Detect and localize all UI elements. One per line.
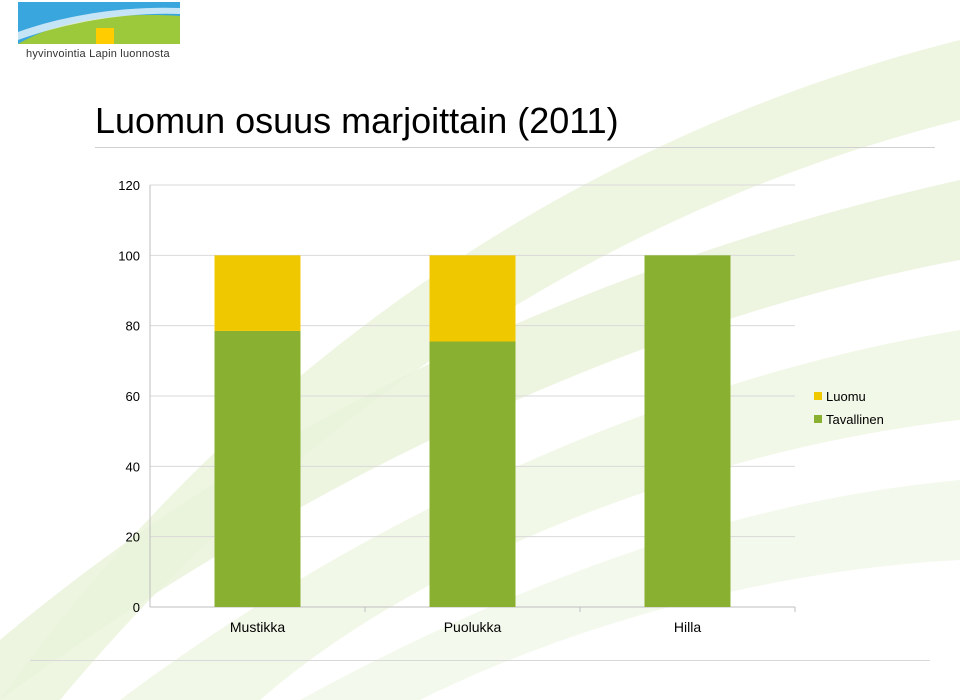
bars	[214, 255, 731, 608]
logo	[18, 2, 180, 44]
legend-swatch-luomu	[814, 392, 822, 400]
x-tick-label: Puolukka	[444, 619, 502, 635]
bar-luomu-mustikka	[214, 255, 301, 331]
x-tick-label: Mustikka	[230, 619, 285, 635]
bar-tavallinen-puolukka	[429, 341, 516, 607]
legend-label-tavallinen: Tavallinen	[826, 412, 884, 427]
bar-tavallinen-hilla	[644, 255, 731, 608]
y-tick-label: 60	[126, 389, 140, 404]
legend-swatch-tavallinen	[814, 415, 822, 423]
tick-labels: 0 20 40 60 80 100 120 Mustikka Puolukka Hilla	[118, 178, 701, 635]
logo-caption: hyvinvointia Lapin luonnosta	[26, 48, 170, 60]
y-tick-label: 40	[126, 459, 140, 474]
legend: Luomu Tavallinen	[814, 389, 884, 427]
legend-label-luomu: Luomu	[826, 389, 866, 404]
bar-tavallinen-mustikka	[214, 330, 301, 607]
title-divider	[95, 147, 935, 148]
y-tick-label: 120	[118, 178, 140, 193]
x-tick-label: Hilla	[674, 619, 701, 635]
logo-sun-icon	[96, 28, 114, 44]
bar-luomu-puolukka	[429, 255, 516, 342]
chart-title: Luomun osuus marjoittain (2011)	[95, 100, 619, 141]
y-tick-label: 80	[126, 319, 140, 334]
footer-divider	[30, 660, 930, 661]
y-tick-label: 100	[118, 248, 140, 263]
y-tick-label: 0	[133, 600, 140, 615]
y-tick-label: 20	[126, 530, 140, 545]
